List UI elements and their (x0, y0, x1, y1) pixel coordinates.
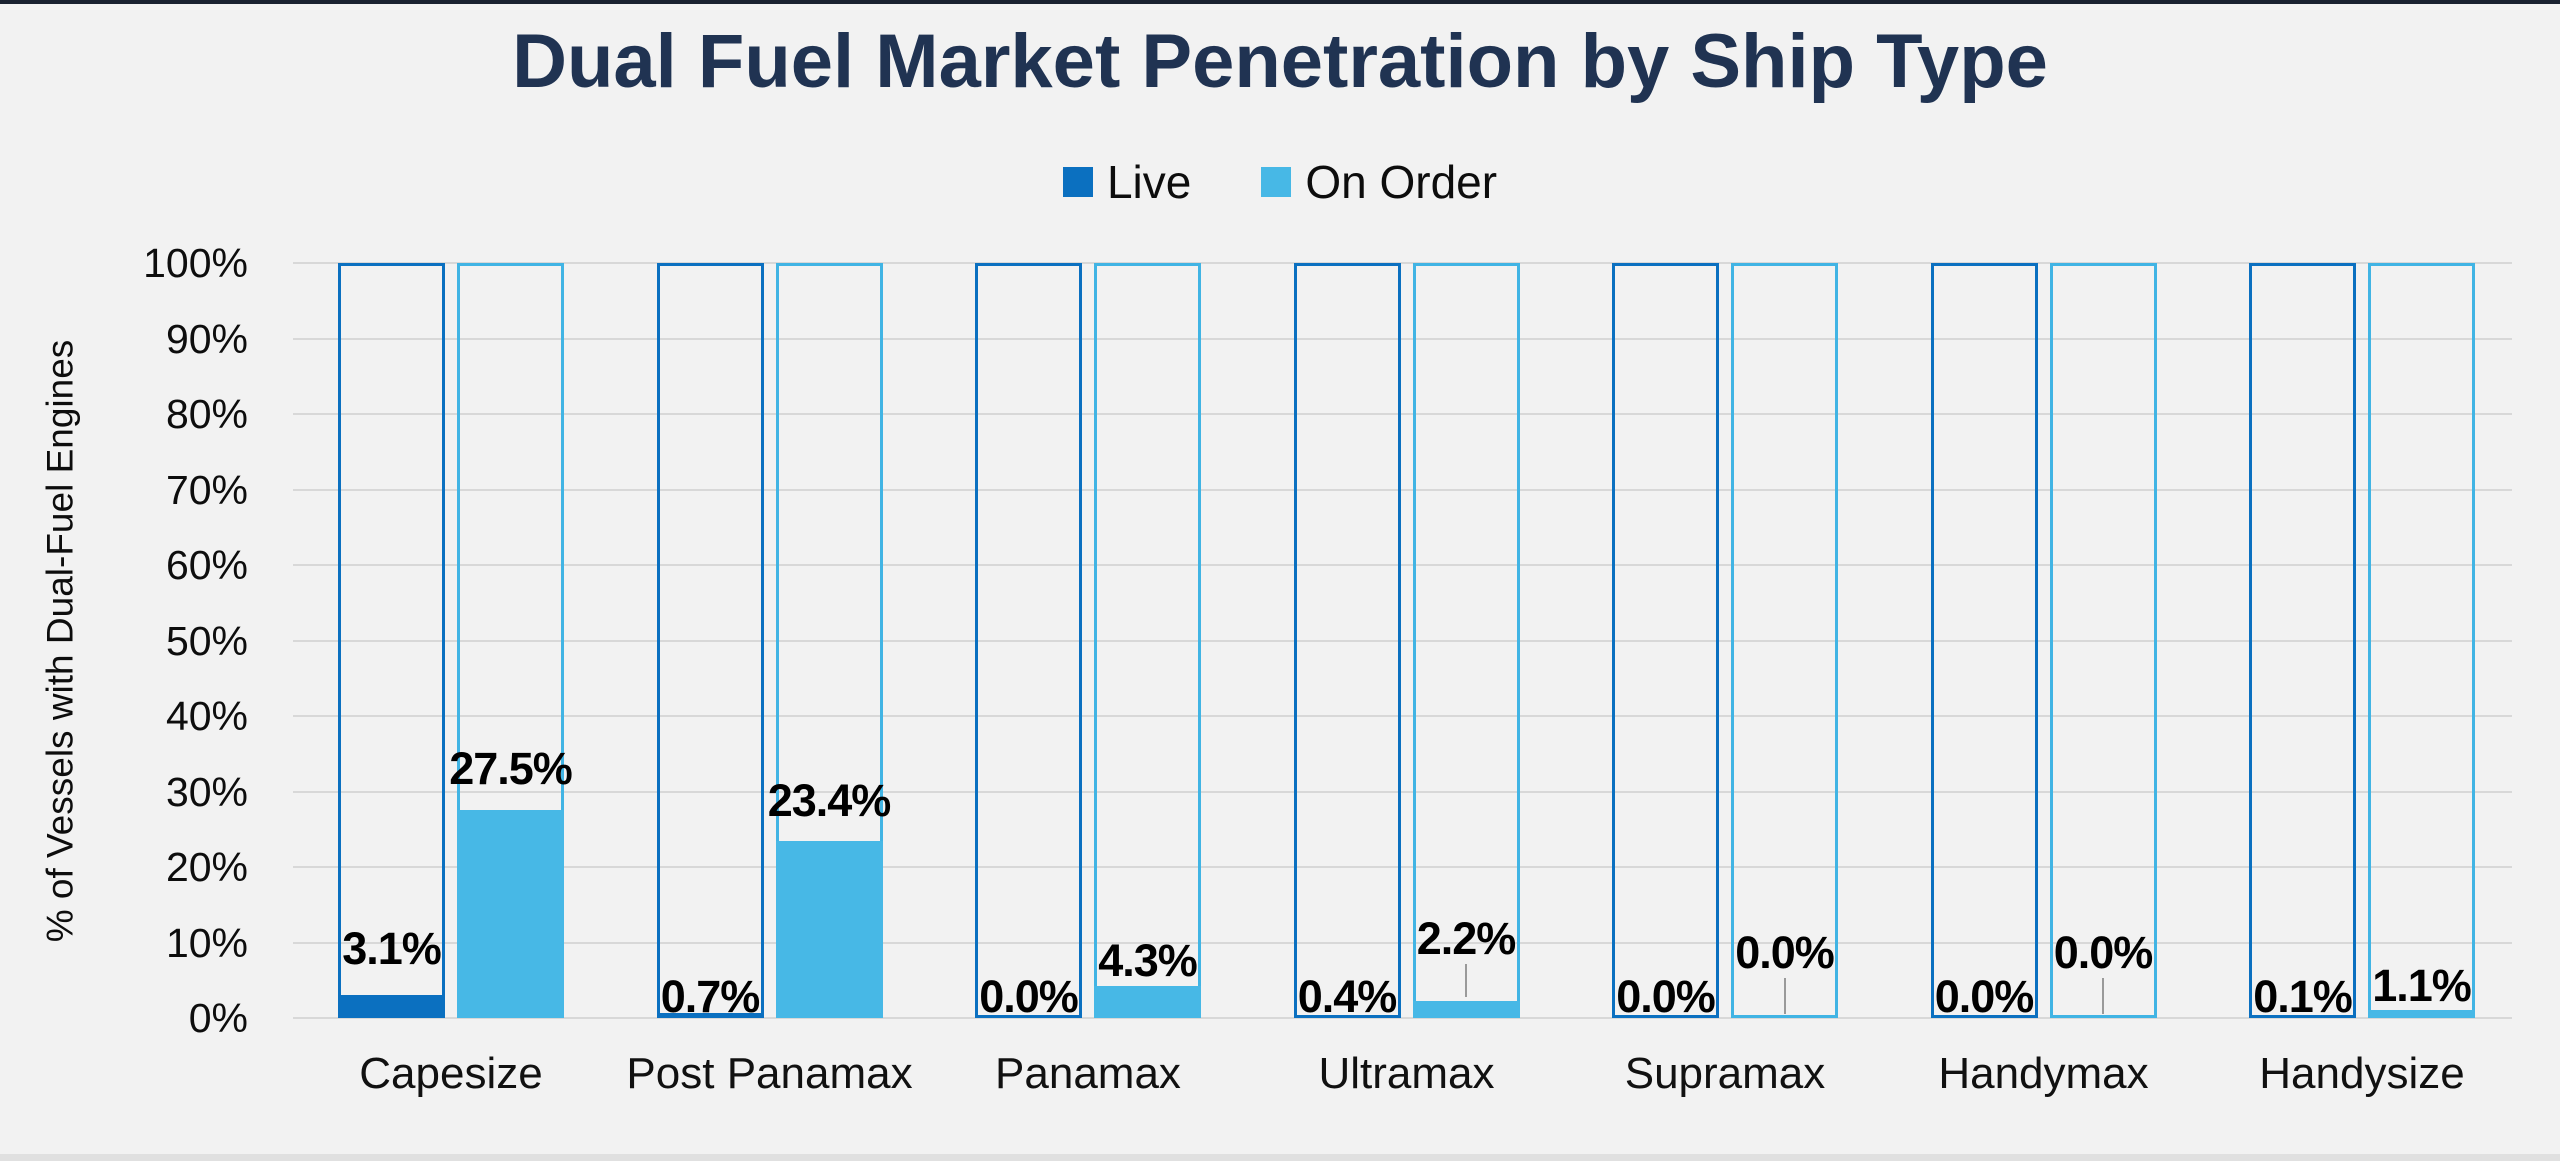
data-label-on-order-ultramax: 2.2% (1416, 913, 1517, 964)
legend-swatch-on-order (1261, 167, 1292, 197)
chart-title: Dual Fuel Market Penetration by Ship Typ… (512, 19, 2048, 104)
gridline-30 (293, 790, 2512, 793)
y-tick-label-60: 60% (165, 542, 248, 588)
legend-swatch-live (1062, 167, 1093, 197)
gridline-70 (293, 488, 2512, 491)
x-tick-label-handysize: Handysize (2259, 1049, 2465, 1098)
bar-outline-on-order-panamax (1094, 263, 1201, 1018)
y-tick-label-100: 100% (143, 240, 248, 286)
bar-outline-live-capesize (338, 263, 445, 1018)
x-tick-label-panamax: Panamax (995, 1049, 1181, 1098)
x-tick-label-ultramax: Ultramax (1318, 1049, 1495, 1098)
bar-outline-live-post-panamax (656, 263, 764, 1018)
bar-outline-live-panamax (975, 263, 1082, 1018)
data-label-on-order-handymax: 0.0% (2053, 927, 2154, 978)
leader-line-on-order-supramax (1783, 978, 1786, 1014)
top-border (0, 0, 2560, 4)
data-label-on-order-handysize: 1.1% (2372, 960, 2472, 1011)
gridline-10 (293, 941, 2512, 944)
bar-fill-on-order-ultramax (1412, 1001, 1520, 1018)
data-label-live-capesize: 3.1% (342, 923, 442, 974)
gridline-50 (293, 639, 2512, 642)
data-label-live-post-panamax: 0.7% (660, 971, 761, 1022)
bar-outline-live-ultramax (1293, 263, 1401, 1018)
y-tick-label-10: 10% (165, 919, 248, 966)
gridline-100 (293, 262, 2512, 264)
y-tick-label-40: 40% (165, 693, 248, 739)
leader-line-on-order-handymax (2102, 978, 2104, 1014)
data-label-on-order-post-panamax: 23.4% (767, 775, 892, 826)
y-tick-label-0: 0% (188, 995, 248, 1041)
x-tick-label-supramax: Supramax (1624, 1049, 1826, 1098)
bar-fill-live-post-panamax (656, 1013, 764, 1018)
bar-outline-live-handysize (2249, 263, 2356, 1018)
bar-outline-on-order-supramax (1731, 263, 1838, 1018)
data-label-live-ultramax: 0.4% (1297, 971, 1398, 1022)
legend-item-live: Live (1062, 155, 1192, 209)
legend-label-on-order: On Order (1305, 156, 1498, 208)
gridline-20 (293, 866, 2512, 868)
y-tick-label-80: 80% (165, 391, 248, 437)
bar-fill-on-order-capesize (457, 810, 564, 1018)
bar-fill-on-order-post-panamax (775, 841, 883, 1018)
data-label-on-order-supramax: 0.0% (1735, 927, 1835, 978)
gridline-0 (293, 1017, 2512, 1019)
x-tick-label-handymax: Handymax (1938, 1049, 2149, 1098)
bar-fill-on-order-handysize (2368, 1010, 2475, 1018)
bar-fill-on-order-panamax (1094, 986, 1201, 1018)
gridline-40 (293, 715, 2512, 717)
x-tick-label-post-panamax: Post Panamax (626, 1049, 913, 1098)
bar-fill-live-handysize (2249, 1016, 2356, 1018)
y-tick-label-30: 30% (165, 768, 248, 815)
legend-item-on-order: On Order (1261, 155, 1497, 209)
legend: Live On Order (0, 152, 2560, 212)
gridline-60 (293, 564, 2512, 566)
bar-fill-live-capesize (338, 995, 445, 1018)
data-label-on-order-panamax: 4.3% (1098, 935, 1198, 986)
x-tick-label-capesize: Capesize (359, 1049, 543, 1098)
gridline-80 (293, 413, 2512, 415)
y-tick-label-50: 50% (165, 617, 248, 664)
bar-outline-on-order-handymax (2049, 263, 2157, 1018)
y-tick-label-90: 90% (165, 315, 248, 362)
data-label-live-panamax: 0.0% (979, 971, 1079, 1022)
data-label-live-handymax: 0.0% (1934, 971, 2035, 1022)
bar-outline-live-handymax (1930, 263, 2038, 1018)
leader-line-on-order-ultramax (1465, 964, 1467, 997)
y-tick-label-20: 20% (165, 844, 248, 890)
gridline-90 (293, 337, 2512, 340)
bar-outline-live-supramax (1612, 263, 1719, 1018)
y-tick-label-70: 70% (165, 466, 248, 513)
bar-fill-live-ultramax (1293, 1015, 1401, 1018)
bottom-border (0, 1154, 2560, 1161)
data-label-live-handysize: 0.1% (2253, 971, 2353, 1022)
legend-label-live: Live (1106, 156, 1192, 208)
data-label-live-supramax: 0.0% (1616, 971, 1716, 1022)
bar-outline-on-order-handysize (2368, 263, 2475, 1018)
bar-outline-on-order-ultramax (1412, 263, 1520, 1018)
data-label-on-order-capesize: 27.5% (449, 743, 573, 794)
